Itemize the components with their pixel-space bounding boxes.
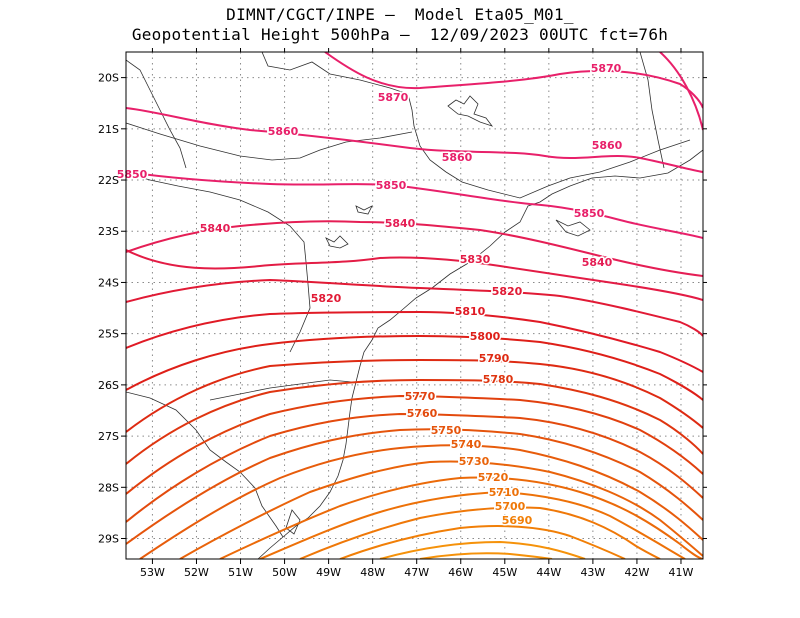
contour-5780 <box>126 378 703 465</box>
contour-label-5790: 5790 <box>479 352 510 365</box>
contour-5790 <box>126 358 703 433</box>
contour-label-5810: 5810 <box>455 305 486 318</box>
border-ms-mg <box>261 52 447 173</box>
contour-label-5690: 5690 <box>502 514 533 527</box>
lon-tick-label: 47W <box>404 566 429 579</box>
contour-5860 <box>126 107 703 173</box>
contour-label-5820: 5820 <box>311 292 342 305</box>
contour-label-5860: 5860 <box>592 139 623 152</box>
lon-tick-label: 46W <box>448 566 473 579</box>
title-line-1: DIMNT/CGCT/INPE – Model Eta05_M01_ <box>226 5 574 24</box>
contour-label-5700: 5700 <box>495 500 526 513</box>
reservoir-2 <box>355 205 373 215</box>
contour-5870-b <box>659 52 703 131</box>
contour-5720 <box>219 476 703 559</box>
contour-label-5860: 5860 <box>442 151 473 164</box>
border-west <box>126 59 187 169</box>
contour-label-5780: 5780 <box>483 373 514 386</box>
contour-label-5770: 5770 <box>405 390 436 403</box>
contour-label-5840: 5840 <box>200 222 231 235</box>
coastline <box>126 52 703 559</box>
title-line-2: Geopotential Height 500hPa – 12/09/2023 … <box>131 25 669 44</box>
lon-tick-label: 52W <box>184 566 209 579</box>
lon-tick-label: 48W <box>360 566 385 579</box>
axis-ticks: 53W 52W 51W 50W 49W 48W 47W 46W 45W 44W 43W 42W 41W 2… <box>98 48 707 579</box>
contour-5670 <box>419 552 553 559</box>
lat-tick-label: 26S <box>98 379 119 392</box>
contour-label-5860: 5860 <box>268 125 299 138</box>
contour-5810 <box>126 310 703 373</box>
lat-tick-label: 22S <box>98 174 119 187</box>
lon-tick-label: 45W <box>492 566 517 579</box>
contour-label-5850: 5850 <box>376 179 407 192</box>
border-sp-mg <box>126 122 413 161</box>
lat-tick-label: 27S <box>98 430 119 443</box>
lat-tick-label: 20S <box>98 72 119 85</box>
lat-tick-label: 23S <box>98 225 119 238</box>
map-frame <box>125 51 704 560</box>
lake-furnas <box>447 95 494 127</box>
lat-tick-label: 28S <box>98 481 119 494</box>
contour-labels: 5870 5870 5860 5860 5860 5850 5850 5850 5840 5840… <box>115 61 624 529</box>
lon-tick-label: 43W <box>580 566 605 579</box>
contour-5690 <box>339 525 626 559</box>
contour-5680 <box>379 540 586 559</box>
bay-guanabara <box>555 219 591 237</box>
contour-label-5850: 5850 <box>574 207 605 220</box>
contour-5770 <box>126 394 703 495</box>
contour-5870 <box>324 52 703 109</box>
border-sc-pr <box>209 379 353 401</box>
contour-5710 <box>259 490 686 559</box>
lon-tick-label: 53W <box>140 566 165 579</box>
contour-label-5840: 5840 <box>385 217 416 230</box>
lon-tick-label: 42W <box>624 566 649 579</box>
contour-label-5830: 5830 <box>460 253 491 266</box>
lat-tick-label: 21S <box>98 123 119 136</box>
contour-5850 <box>126 171 703 239</box>
lon-tick-label: 49W <box>316 566 341 579</box>
lon-tick-label: 50W <box>272 566 297 579</box>
contour-5800 <box>126 334 703 401</box>
lon-tick-label: 41W <box>669 566 694 579</box>
contour-label-5720: 5720 <box>478 471 509 484</box>
contour-5830 <box>126 249 703 301</box>
lat-tick-label: 29S <box>98 533 119 546</box>
border-mg-es <box>639 52 665 169</box>
reservoir-1 <box>325 235 349 249</box>
coastline-sp-rj <box>257 149 703 559</box>
contour-5760 <box>126 412 703 523</box>
contour-label-5710: 5710 <box>489 486 520 499</box>
contour-label-5800: 5800 <box>470 330 501 343</box>
contour-label-5840: 5840 <box>582 256 613 269</box>
contour-label-5740: 5740 <box>451 438 482 451</box>
lat-tick-label: 25S <box>98 328 119 341</box>
contour-label-5730: 5730 <box>459 455 490 468</box>
contour-label-5850: 5850 <box>117 168 148 181</box>
contour-5750 <box>126 428 703 545</box>
contour-5820 <box>126 278 703 337</box>
contour-label-5870: 5870 <box>591 62 622 75</box>
contour-label-5870: 5870 <box>378 91 409 104</box>
lon-tick-label: 51W <box>228 566 253 579</box>
lat-tick-label: 24S <box>98 276 119 289</box>
lon-tick-label: 44W <box>536 566 561 579</box>
contour-label-5760: 5760 <box>407 407 438 420</box>
border-mg-rj <box>445 139 691 199</box>
contour-label-5750: 5750 <box>431 424 462 437</box>
contour-5700 <box>299 506 661 559</box>
contour-5730 <box>179 460 703 559</box>
contour-lines <box>126 52 703 559</box>
contour-label-5820: 5820 <box>492 285 523 298</box>
river-parana <box>126 172 311 353</box>
contour-5740 <box>139 444 703 559</box>
contour-5840 <box>126 220 703 277</box>
graticule <box>126 52 703 559</box>
lagoa-patos <box>285 509 301 535</box>
